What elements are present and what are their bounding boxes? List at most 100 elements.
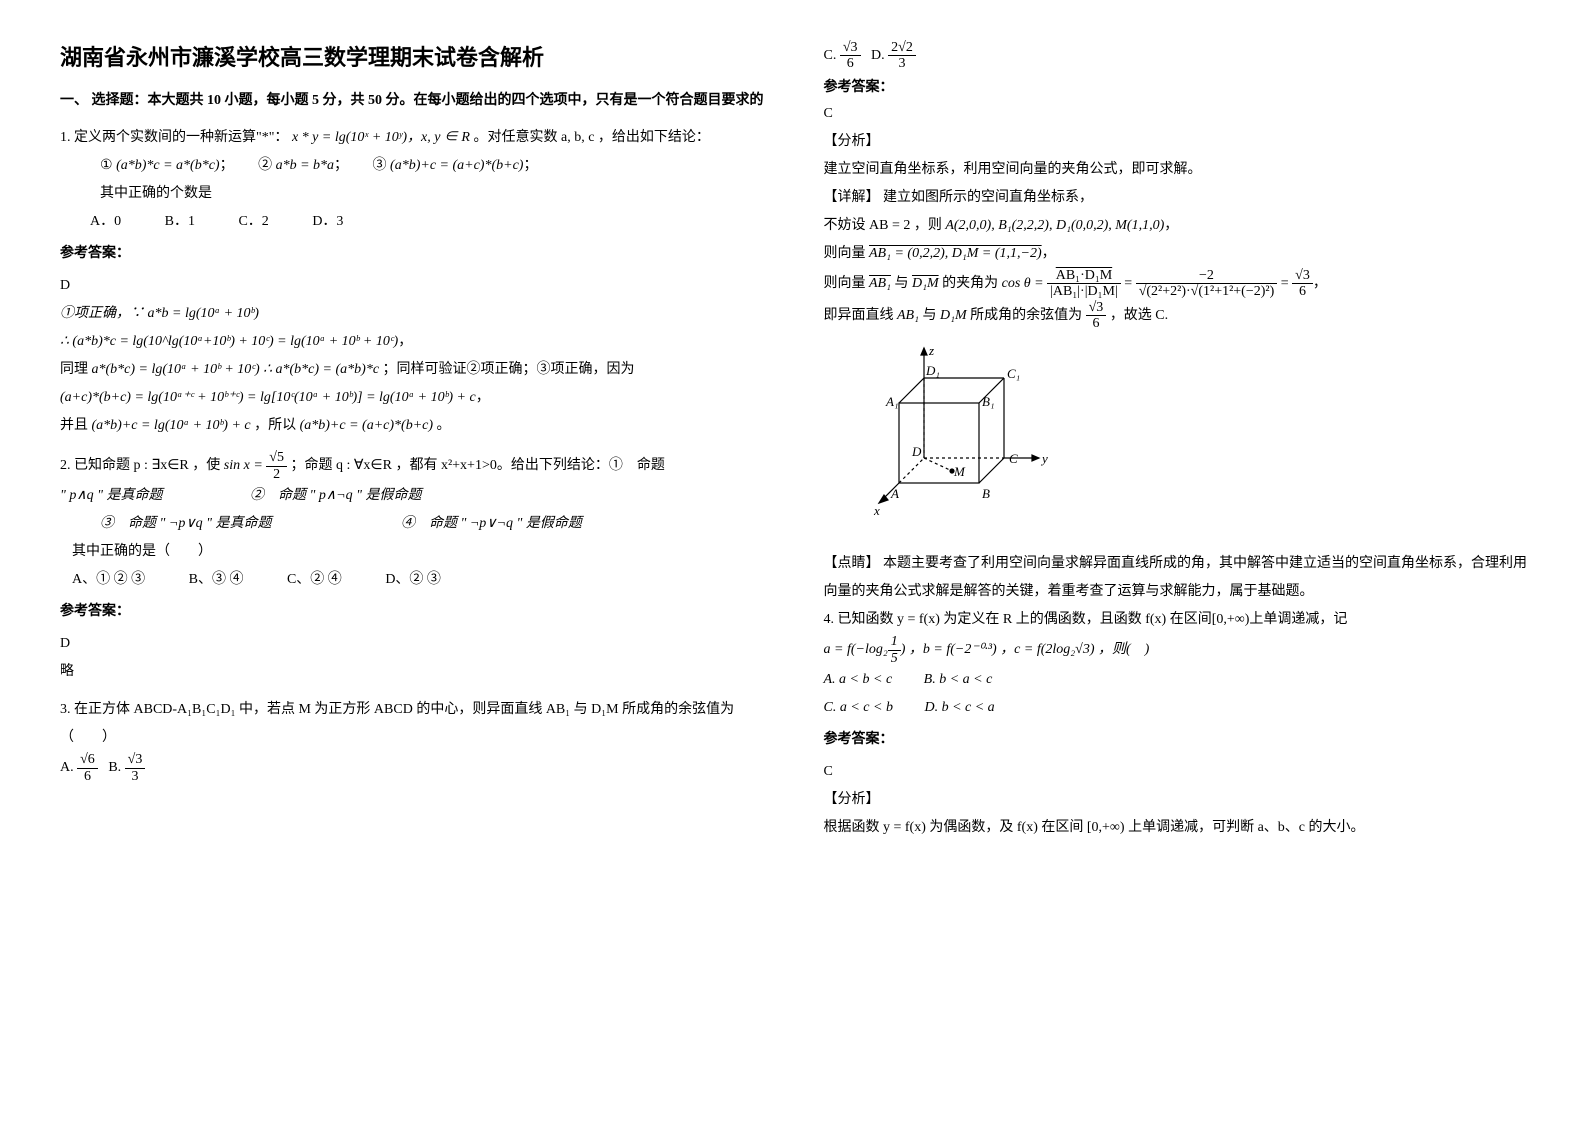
q2-line2a: " p∧q " 是真命题 bbox=[60, 488, 163, 503]
q3-cos-frac2: −2√(2²+2²)·√(1²+1²+(−2)²) bbox=[1136, 268, 1278, 300]
q1-a2: ∴ (a*b)*c = lg(10^lg(10ᵃ+10ᵇ) + 10ᶜ) = l… bbox=[60, 328, 764, 356]
q2-intro: 2. 已知命题 p : ∃x∈R ，使 bbox=[60, 459, 220, 474]
q3-intro: 3. 在正方体 ABCD-A₁B₁C₁D₁ 中，若点 M 为正方形 ABCD 的… bbox=[60, 696, 764, 752]
q4-b: ，b = f(−2⁻⁰·³) bbox=[909, 642, 997, 657]
q3-analysis: 【分析】 建立空间直角坐标系，利用空间向量的夹角公式，即可求解。 【详解】 建立… bbox=[824, 128, 1528, 332]
q1-a2-text: ∴ (a*b)*c = lg(10^lg(10ᵃ+10ᵇ) + 10ᶜ) = l… bbox=[60, 334, 398, 349]
q1-a3-text: a*(b*c) = lg(10ᵃ + 10ᵇ + 10ᶜ) ∴ a*(b*c) … bbox=[92, 362, 380, 377]
q3-cos-frac3: √36 bbox=[1292, 268, 1313, 300]
cube-label-A: A bbox=[890, 486, 899, 501]
q1-intro: 1. 定义两个实数间的一种新运算"*"： bbox=[60, 130, 288, 145]
q3-detail2: 不妨设 AB = 2 ，则 A(2,0,0), B₁(2,2,2), D₁(0,… bbox=[824, 212, 1528, 240]
q3-options-ab: A. √66 B. √33 bbox=[60, 752, 764, 784]
q1-stem: 其中正确的个数是 bbox=[60, 180, 764, 208]
q2-line3b: ④ 命题 " ¬p∨¬q " 是假命题 bbox=[401, 516, 582, 531]
q4-options-row2: C. a < c < b D. b < c < a bbox=[824, 694, 1528, 722]
q1-opt-b: B．1 bbox=[165, 208, 195, 236]
question-3: 3. 在正方体 ABCD-A₁B₁C₁D₁ 中，若点 M 为正方形 ABCD 的… bbox=[60, 696, 764, 784]
cube-label-x: x bbox=[873, 503, 880, 518]
cube-label-D1: D₁ bbox=[925, 363, 940, 378]
q3-d5a: AB₁ bbox=[897, 308, 919, 323]
question-2: 2. 已知命题 p : ∃x∈R ，使 sin x = √52 ；命题 q : … bbox=[60, 450, 764, 686]
q1-answer: D bbox=[60, 272, 764, 300]
q3-detail5: 即异面直线 AB₁ 与 D₁M 所成角的余弦值为 √36 ，故选 C. bbox=[824, 300, 1528, 332]
cube-label-y: y bbox=[1040, 451, 1048, 466]
question-4: 4. 已知函数 y = f(x) 为定义在 R 上的偶函数，且函数 f(x) 在… bbox=[824, 606, 1528, 842]
cube-label-M: M bbox=[953, 464, 966, 479]
q1-a5: 并且 (a*b)+c = lg(10ᵃ + 10ᵇ) + c ，所以 (a*b)… bbox=[60, 412, 764, 440]
cube-label-D: D bbox=[911, 444, 922, 459]
q4-a-pre: a = f(−log₂ bbox=[824, 642, 888, 657]
q1-a1: ①项正确，∵ a*b = lg(10ᵃ + 10ᵇ) bbox=[60, 300, 764, 328]
q1-item3-label: ③ bbox=[373, 158, 387, 173]
q3-answer-label: 参考答案： bbox=[824, 76, 1528, 96]
q4-options-row1: A. a < b < c B. b < a < c bbox=[824, 666, 1528, 694]
q4-defs: a = f(−log₂15) ，b = f(−2⁻⁰·³) ，c = f(2lo… bbox=[824, 634, 1528, 666]
q2-frac-sqrt5-2: √52 bbox=[266, 450, 287, 482]
q3-analysis-label: 【分析】 bbox=[824, 128, 1528, 156]
q4-a-frac: 15 bbox=[888, 634, 901, 666]
q2-intro2: ；命题 q : ∀x∈R ，都有 x²+x+1>0。给出下列结论：① 命题 bbox=[290, 459, 664, 474]
q3-tip: 【点睛】 本题主要考查了利用空间向量求解异面直线所成的角，其中解答中建立适当的空… bbox=[824, 550, 1528, 606]
q3-d4-mid: 与 bbox=[894, 276, 908, 291]
q3-optC-frac: √36 bbox=[840, 40, 861, 72]
cube-label-z: z bbox=[928, 343, 934, 358]
q2-options: A、① ② ③ B、③ ④ C、② ④ D、② ③ bbox=[60, 566, 764, 594]
q3-d3-pre: 则向量 bbox=[824, 246, 866, 261]
q4-opt-d: D. b < c < a bbox=[924, 700, 994, 715]
q1-item1: (a*b)*c = a*(b*c) bbox=[116, 158, 220, 173]
q3-d3-text: AB₁ = (0,2,2), D₁M = (1,1,−2) bbox=[869, 246, 1042, 261]
q4-opt-c: C. a < c < b bbox=[824, 700, 893, 715]
q3-optB-frac: √33 bbox=[125, 752, 146, 784]
q1-answer-label: 参考答案： bbox=[60, 240, 764, 268]
q2-answer: D bbox=[60, 630, 764, 658]
q4-end: ，则( ) bbox=[1098, 642, 1149, 657]
q1-item2: a*b = b*a bbox=[276, 158, 334, 173]
q3-d4-post: 的夹角为 bbox=[942, 276, 998, 291]
q1-a3-post: ；同样可验证②项正确；③项正确，因为 bbox=[383, 362, 635, 377]
q1-text: 1. 定义两个实数间的一种新运算"*"： x * y = lg(10ˣ + 10… bbox=[60, 124, 764, 152]
q1-a1-text: ①项正确，∵ a*b = lg(10ᵃ + 10ᵇ) bbox=[60, 306, 259, 321]
q3-detail4: 则向量 AB₁ 与 D₁M 的夹角为 cos θ = AB₁·D₁M|AB₁|·… bbox=[824, 268, 1528, 300]
q2-opt-b: B、③ ④ bbox=[189, 566, 244, 594]
cube-diagram: A B C D A₁ B₁ C₁ D₁ M x y z bbox=[864, 343, 1528, 538]
q3-tip-text: 本题主要考查了利用空间向量求解异面直线所成的角，其中解答中建立适当的空间直角坐标… bbox=[824, 556, 1528, 599]
cube-label-A1: A₁ bbox=[885, 394, 898, 409]
q2-opt-a: A、① ② ③ bbox=[72, 566, 145, 594]
q1-formula1: x * y = lg(10ˣ + 10ʸ)，x, y ∈ R bbox=[292, 130, 470, 145]
q1-a3-pre: 同理 bbox=[60, 362, 88, 377]
q3-tip-label: 【点睛】 bbox=[824, 556, 880, 571]
q1-items: ① (a*b)*c = a*(b*c)； ② a*b = b*a； ③ (a*b… bbox=[60, 152, 764, 180]
section-1-header: 一、 选择题：本大题共 10 小题，每小题 5 分，共 50 分。在每小题给出的… bbox=[60, 90, 764, 112]
q3-d2-text: A(2,0,0), B₁(2,2,2), D₁(0,0,2), M(1,1,0) bbox=[945, 218, 1164, 233]
q3-optD-frac: 2√23 bbox=[888, 40, 916, 72]
q2-answer-label: 参考答案： bbox=[60, 598, 764, 626]
q3-cos-formula: cos θ = bbox=[1002, 276, 1044, 291]
q3-optB-label: B. bbox=[108, 760, 121, 775]
q4-opt-a: A. a < b < c bbox=[824, 672, 893, 687]
q2-line3a: ③ 命题 " ¬p∨q " 是真命题 bbox=[100, 516, 271, 531]
q3-d4a: AB₁ bbox=[869, 276, 891, 291]
q3-answer: C bbox=[824, 100, 1528, 128]
cube-label-C1: C₁ bbox=[1007, 366, 1020, 381]
q1-item1-label: ① bbox=[100, 158, 113, 173]
q1-opt-c: C．2 bbox=[238, 208, 268, 236]
document-title: 湖南省永州市濂溪学校高三数学理期末试卷含解析 bbox=[60, 40, 764, 72]
q3-d5-end: ，故选 C. bbox=[1110, 308, 1168, 323]
q3-optD-label: D. bbox=[871, 48, 885, 63]
q4-opt-b: B. b < a < c bbox=[924, 672, 993, 687]
q1-a4: (a+c)*(b+c) = lg(10ᵃ⁺ᶜ + 10ᵇ⁺ᶜ) = lg[10ᶜ… bbox=[60, 384, 764, 412]
q3-d2-pre: 不妨设 AB = 2 ，则 bbox=[824, 218, 942, 233]
q2-line2b: ② 命题 " p∧¬q " 是假命题 bbox=[250, 488, 421, 503]
q2-stem: 其中正确的是（ ） bbox=[60, 538, 764, 566]
cube-label-C: C bbox=[1009, 451, 1018, 466]
q3-detail3: 则向量 AB₁ = (0,2,2), D₁M = (1,1,−2)， bbox=[824, 240, 1528, 268]
q2-text: 2. 已知命题 p : ∃x∈R ，使 sin x = √52 ；命题 q : … bbox=[60, 450, 764, 510]
q3-d5-frac: √36 bbox=[1086, 300, 1107, 332]
q3-options-cd: C. √36 D. 2√23 bbox=[824, 40, 1528, 72]
q1-a4-text: (a+c)*(b+c) = lg(10ᵃ⁺ᶜ + 10ᵇ⁺ᶜ) = lg[10ᶜ… bbox=[60, 390, 476, 405]
q4-answer: C bbox=[824, 758, 1528, 786]
q3-d4-pre: 则向量 bbox=[824, 276, 866, 291]
q3-optA-frac: √66 bbox=[77, 752, 98, 784]
q2-sin: sin x = bbox=[224, 459, 267, 474]
